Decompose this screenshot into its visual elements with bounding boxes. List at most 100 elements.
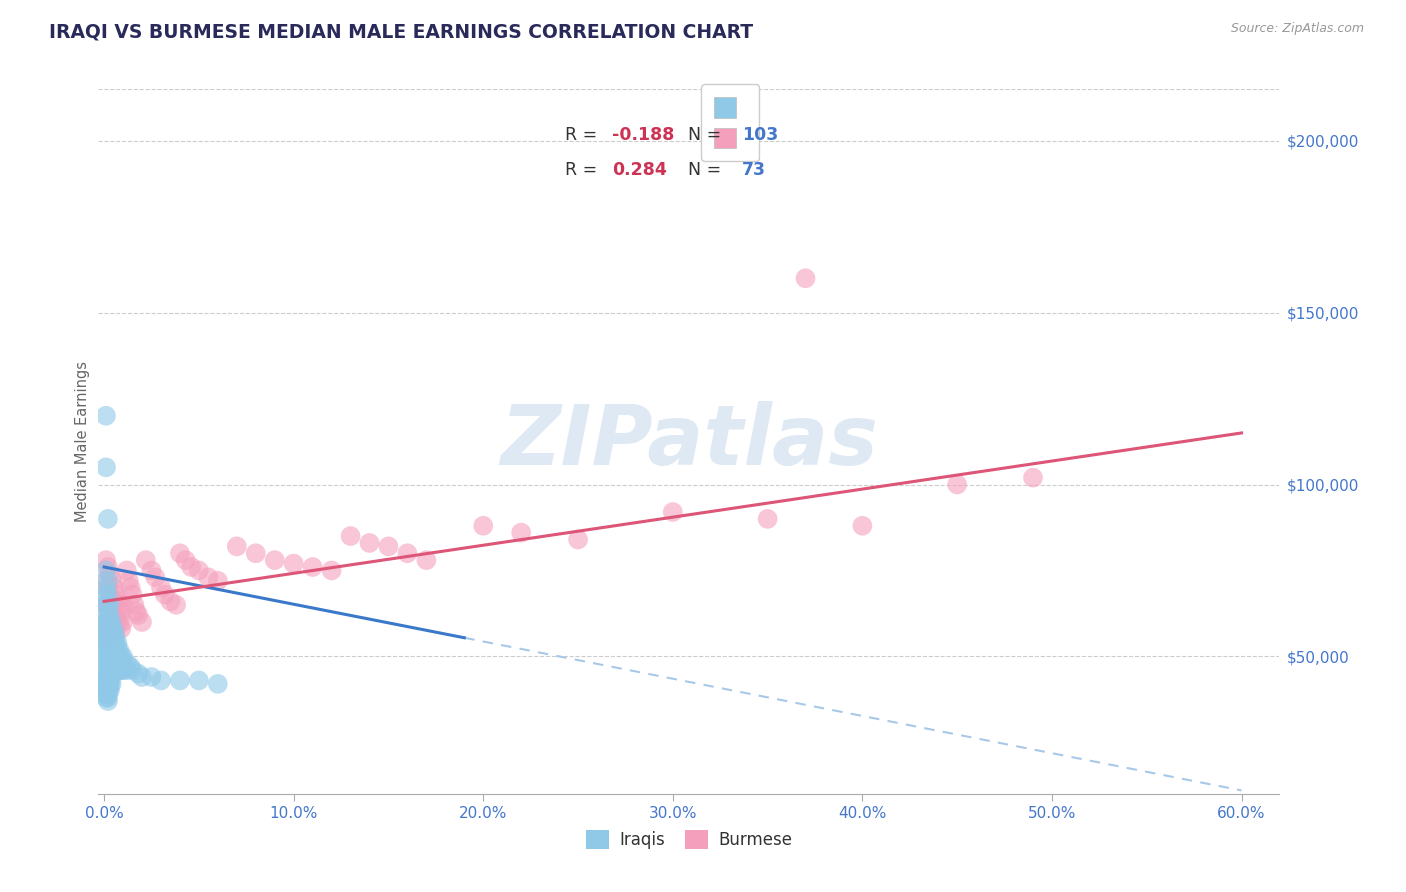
Point	[97, 598, 120, 612]
Point	[98, 642, 121, 657]
Point	[108, 642, 131, 657]
Point	[105, 663, 128, 677]
Point	[98, 683, 121, 698]
Point	[131, 670, 153, 684]
Point	[98, 629, 121, 643]
Point	[120, 659, 142, 673]
Point	[97, 635, 120, 649]
Point	[108, 657, 131, 671]
Point	[97, 670, 120, 684]
Point	[127, 666, 149, 681]
Text: ZIPatlas: ZIPatlas	[501, 401, 877, 482]
Point	[103, 635, 125, 649]
Point	[108, 663, 131, 677]
Point	[103, 622, 125, 636]
Point	[141, 670, 163, 684]
Point	[103, 629, 125, 643]
Point	[97, 690, 120, 705]
Point	[94, 681, 117, 695]
Point	[359, 536, 381, 550]
Point	[121, 587, 143, 601]
Point	[115, 657, 138, 671]
Point	[97, 649, 120, 664]
Point	[112, 663, 135, 677]
Point	[662, 505, 685, 519]
Point	[94, 608, 117, 623]
Point	[98, 598, 121, 612]
Text: 0.284: 0.284	[612, 161, 666, 179]
Point	[110, 663, 132, 677]
Point	[94, 409, 117, 423]
Point	[94, 649, 117, 664]
Point	[946, 477, 969, 491]
Point	[108, 649, 131, 664]
Point	[110, 605, 132, 619]
Point	[98, 566, 121, 581]
Point	[105, 657, 128, 671]
Point	[187, 673, 209, 688]
Point	[98, 587, 121, 601]
Point	[149, 581, 172, 595]
Point	[510, 525, 533, 540]
Point	[97, 622, 120, 636]
Point	[100, 677, 122, 691]
Point	[245, 546, 267, 560]
Point	[103, 642, 125, 657]
Point	[94, 670, 117, 684]
Point	[110, 649, 132, 664]
Point	[153, 587, 176, 601]
Point	[103, 649, 125, 664]
Point	[98, 622, 121, 636]
Text: Source: ZipAtlas.com: Source: ZipAtlas.com	[1230, 22, 1364, 36]
Point	[159, 594, 181, 608]
Point	[94, 598, 117, 612]
Point	[97, 512, 120, 526]
Point	[105, 649, 128, 664]
Point	[97, 581, 120, 595]
Point	[108, 598, 131, 612]
Point	[94, 622, 117, 636]
Point	[100, 574, 122, 588]
Point	[98, 635, 121, 649]
Point	[98, 622, 121, 636]
Point	[1022, 470, 1045, 484]
Point	[169, 546, 191, 560]
Point	[104, 625, 127, 640]
Point	[112, 649, 135, 664]
Point	[103, 598, 125, 612]
Point	[98, 615, 121, 629]
Point	[94, 690, 117, 705]
Point	[97, 642, 120, 657]
Point	[94, 635, 117, 649]
Text: R =: R =	[565, 161, 603, 179]
Point	[104, 657, 127, 671]
Point	[97, 657, 120, 671]
Point	[105, 594, 128, 608]
Point	[104, 649, 127, 664]
Point	[97, 587, 120, 601]
Point	[110, 622, 132, 636]
Point	[104, 642, 127, 657]
Point	[149, 673, 172, 688]
Point	[100, 629, 122, 643]
Point	[112, 598, 135, 612]
Text: 103: 103	[742, 126, 779, 144]
Point	[104, 663, 127, 677]
Point	[187, 564, 209, 578]
Point	[207, 677, 229, 691]
Point	[100, 615, 122, 629]
Point	[377, 540, 399, 554]
Point	[794, 271, 817, 285]
Point	[115, 663, 138, 677]
Point	[94, 663, 117, 677]
Point	[94, 581, 117, 595]
Point	[100, 663, 122, 677]
Point	[97, 683, 120, 698]
Point	[94, 622, 117, 636]
Point	[124, 598, 146, 612]
Point	[94, 587, 117, 601]
Point	[94, 574, 117, 588]
Point	[301, 560, 323, 574]
Point	[472, 518, 495, 533]
Point	[283, 557, 305, 571]
